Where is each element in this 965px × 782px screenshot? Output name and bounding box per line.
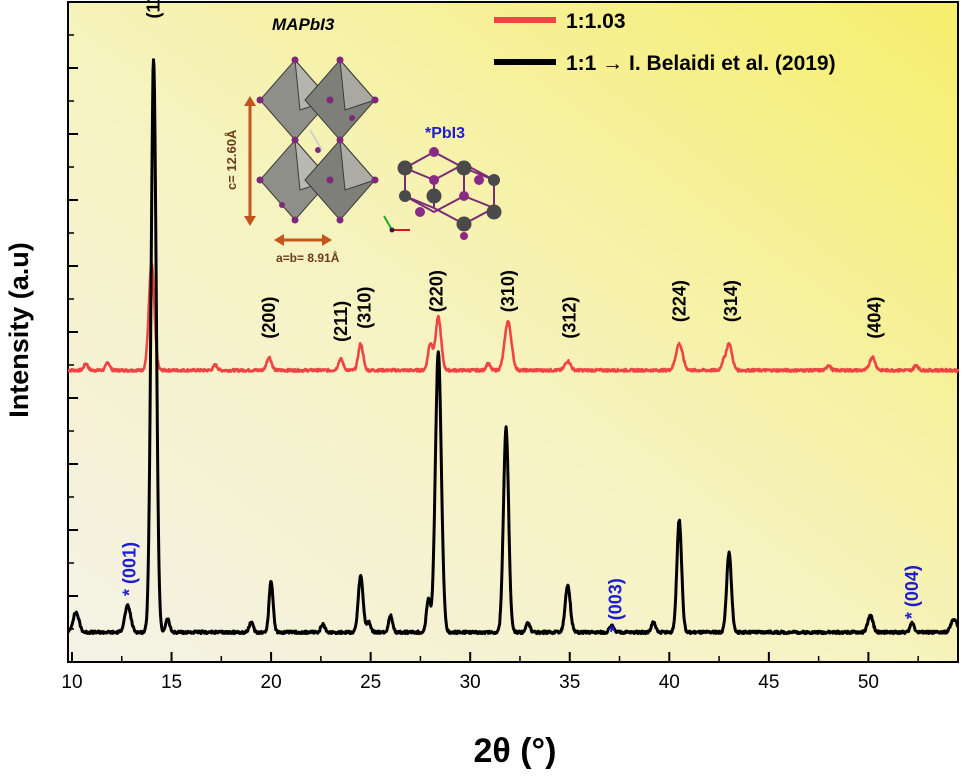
ab-dimension-label: a=b= 8.91Å: [276, 250, 340, 265]
pbi2-label: *PbI3: [425, 125, 465, 142]
peak-label: (224): [669, 280, 689, 322]
peak-labels: (110)(200)(211)(310)(220)(310)(312)(224)…: [120, 0, 922, 632]
y-axis-title: Intensity (a.u): [4, 242, 34, 418]
x-tick-label: 15: [161, 672, 182, 693]
mapbi3-structure-illustration: MAPbI3 c= 12.60Å: [224, 15, 379, 265]
x-tick-label: 20: [261, 672, 282, 693]
axis-ticks: [68, 34, 919, 662]
x-tick-label: 50: [858, 672, 879, 693]
x-axis-title: 2θ (°): [474, 732, 557, 770]
peak-label: (310): [498, 270, 518, 312]
x-tick-label: 30: [460, 672, 481, 693]
series-line-1-1-belaidi: [68, 58, 959, 636]
peak-label: (220): [426, 270, 446, 312]
peak-label: (314): [721, 280, 741, 322]
peak-label: * (004): [902, 565, 922, 619]
plot-area: [67, 1, 959, 663]
axis-triad-icon: [383, 215, 410, 233]
peak-label: (404): [864, 297, 884, 339]
peak-label: (310): [355, 287, 375, 329]
pbi2-structure-illustration: *PbI3: [383, 125, 502, 240]
x-tick-label: 35: [559, 672, 580, 693]
peak-label: (110): [144, 0, 164, 19]
series-line-1-1-03: [68, 262, 960, 373]
octahedra-icon: [256, 56, 379, 224]
x-tick-labels: 10 15 20 25 30 35 40 45 50: [61, 672, 879, 693]
x-tick-label: 45: [758, 672, 779, 693]
peak-label: * (001): [120, 542, 140, 596]
legend-label-1-1-belaidi: 1:1 → I. Belaidi et al. (2019): [566, 52, 836, 75]
legend-label-1-1-03: 1:1.03: [566, 10, 626, 33]
peak-label: (312): [560, 297, 580, 339]
legend: 1:1.03 1:1 → I. Belaidi et al. (2019): [494, 10, 836, 75]
peak-label: (211): [331, 301, 351, 342]
mapbi3-label: MAPbI3: [272, 15, 335, 34]
pbi2-atoms-icon: [397, 147, 502, 240]
peak-label: * (003): [606, 578, 626, 632]
peak-label: (200): [259, 297, 279, 339]
x-tick-label: 25: [360, 672, 381, 693]
x-tick-label: 10: [61, 672, 82, 693]
c-dimension-label: c= 12.60Å: [224, 129, 239, 190]
x-tick-label: 40: [659, 672, 680, 693]
